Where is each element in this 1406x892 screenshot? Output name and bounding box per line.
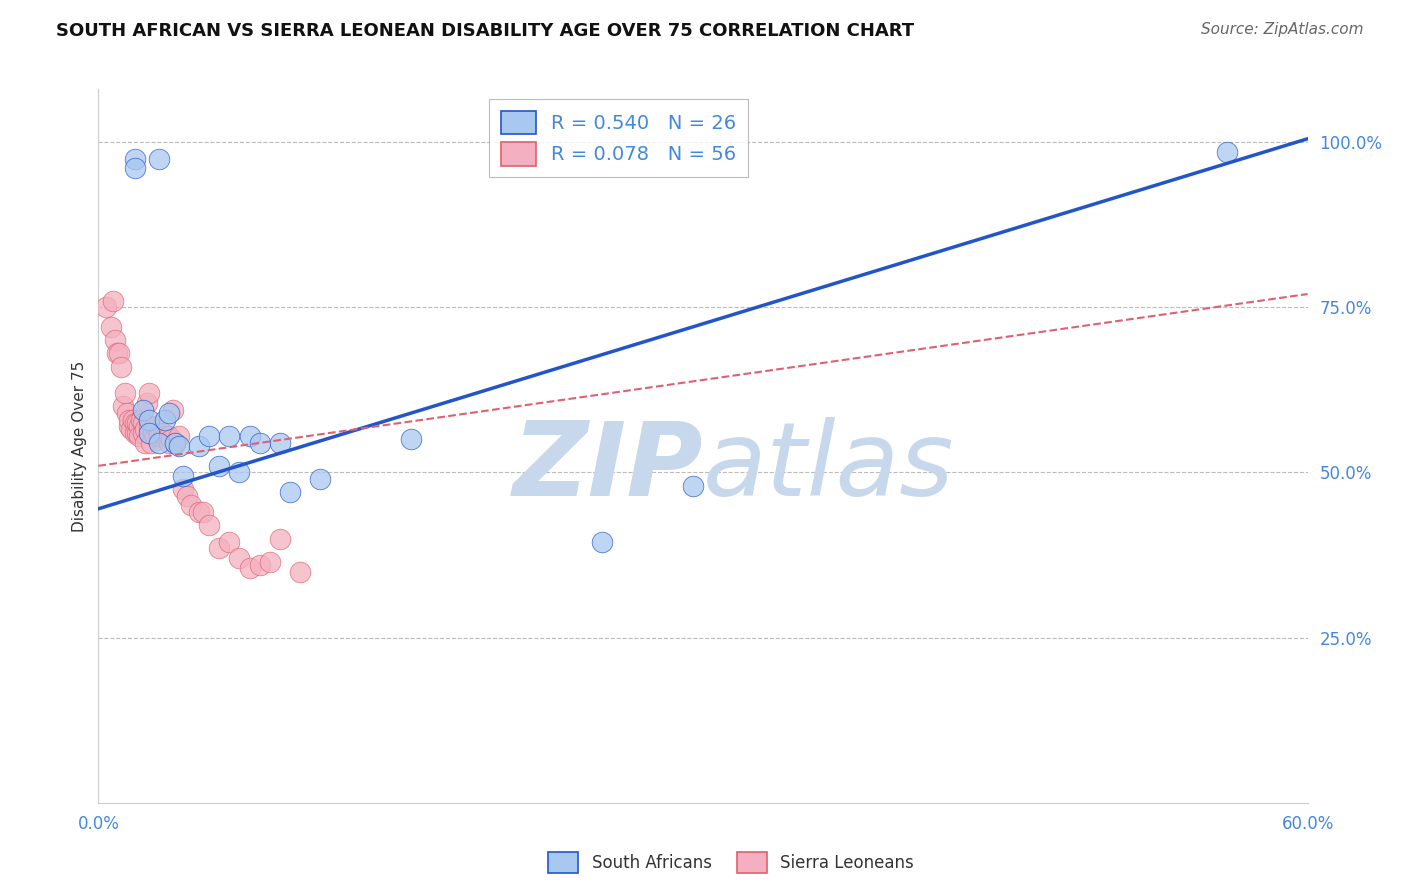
Text: Source: ZipAtlas.com: Source: ZipAtlas.com xyxy=(1201,22,1364,37)
Point xyxy=(114,386,136,401)
Point xyxy=(143,419,166,434)
Point xyxy=(148,152,170,166)
Point xyxy=(105,346,128,360)
Point xyxy=(103,333,125,347)
Point xyxy=(124,425,146,440)
Point xyxy=(188,439,211,453)
Point xyxy=(269,532,291,546)
Point xyxy=(110,359,132,374)
Point xyxy=(278,485,301,500)
Point xyxy=(208,541,231,556)
Legend: South Africans, Sierra Leoneans: South Africans, Sierra Leoneans xyxy=(541,846,921,880)
Point xyxy=(148,429,170,443)
Point xyxy=(134,435,156,450)
Point xyxy=(143,429,166,443)
Point xyxy=(134,422,156,436)
Point xyxy=(249,435,271,450)
Point xyxy=(132,425,155,440)
Point xyxy=(125,416,148,430)
Point xyxy=(259,555,281,569)
Point xyxy=(124,152,146,166)
Point xyxy=(228,551,250,566)
Point xyxy=(100,320,122,334)
Point xyxy=(138,412,160,426)
Point xyxy=(188,505,211,519)
Point xyxy=(157,429,180,443)
Point xyxy=(115,406,138,420)
Point xyxy=(153,429,176,443)
Point xyxy=(157,406,180,420)
Point xyxy=(135,396,157,410)
Point xyxy=(176,489,198,503)
Point xyxy=(129,412,152,426)
Point xyxy=(163,435,186,450)
Text: ZIP: ZIP xyxy=(512,417,703,518)
Point xyxy=(128,429,150,443)
Point xyxy=(239,561,262,575)
Point xyxy=(162,402,184,417)
Point xyxy=(132,416,155,430)
Y-axis label: Disability Age Over 75: Disability Age Over 75 xyxy=(72,360,87,532)
Point xyxy=(172,468,194,483)
Point xyxy=(118,419,141,434)
Point xyxy=(107,346,129,360)
Point xyxy=(124,416,146,430)
Point xyxy=(193,505,215,519)
Point xyxy=(167,429,190,443)
Point xyxy=(124,161,146,176)
Point xyxy=(125,425,148,440)
Point xyxy=(101,293,124,308)
Point xyxy=(309,472,332,486)
Text: atlas: atlas xyxy=(703,417,955,517)
Point xyxy=(142,425,165,440)
Point xyxy=(120,422,142,436)
Point xyxy=(138,386,160,401)
Point xyxy=(1216,145,1239,159)
Point xyxy=(208,458,231,473)
Point xyxy=(249,558,271,572)
Point xyxy=(163,435,186,450)
Point xyxy=(148,425,170,440)
Point xyxy=(138,425,160,440)
Legend: R = 0.540   N = 26, R = 0.078   N = 56: R = 0.540 N = 26, R = 0.078 N = 56 xyxy=(489,99,748,178)
Point xyxy=(138,419,160,434)
Point xyxy=(180,499,202,513)
Point xyxy=(198,518,221,533)
Point xyxy=(160,433,183,447)
Point xyxy=(591,534,613,549)
Point xyxy=(132,402,155,417)
Point xyxy=(128,419,150,434)
Point xyxy=(269,435,291,450)
Point xyxy=(399,433,422,447)
Point xyxy=(167,439,190,453)
Point xyxy=(152,425,174,440)
Point xyxy=(228,466,250,480)
Point xyxy=(218,534,240,549)
Point xyxy=(198,429,221,443)
Point xyxy=(111,400,134,414)
Point xyxy=(139,435,162,450)
Point xyxy=(153,412,176,426)
Point xyxy=(172,482,194,496)
Point xyxy=(218,429,240,443)
Point xyxy=(148,435,170,450)
Point xyxy=(96,300,118,314)
Point xyxy=(157,435,180,450)
Point xyxy=(682,478,704,492)
Point xyxy=(121,412,143,426)
Point xyxy=(288,565,311,579)
Text: SOUTH AFRICAN VS SIERRA LEONEAN DISABILITY AGE OVER 75 CORRELATION CHART: SOUTH AFRICAN VS SIERRA LEONEAN DISABILI… xyxy=(56,22,914,40)
Point xyxy=(118,412,141,426)
Point xyxy=(239,429,262,443)
